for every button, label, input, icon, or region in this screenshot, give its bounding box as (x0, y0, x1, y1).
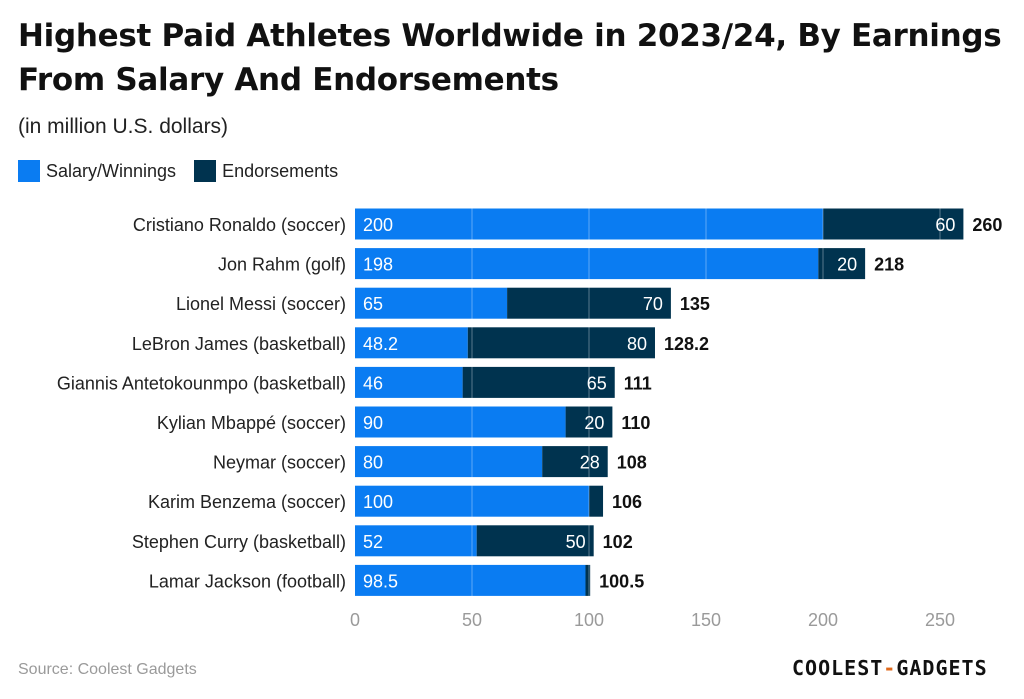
bar-salary (355, 525, 477, 557)
bar-salary (355, 327, 468, 359)
logo-part-1: COOLEST (792, 656, 884, 680)
source-note: Source: Coolest Gadgets (18, 661, 197, 678)
bar-endorsements (818, 248, 866, 280)
data-label-endorsements: 80 (627, 334, 647, 354)
legend-item-endorsements: Endorsements (194, 160, 338, 182)
data-label-salary: 200 (363, 215, 393, 235)
category-label: Karim Benzema (soccer) (148, 492, 346, 512)
bar-salary (355, 366, 463, 398)
brand-logo: COOLEST-GADGETS (792, 656, 988, 680)
data-label-salary: 48.2 (363, 334, 398, 354)
x-tick-label: 250 (925, 610, 955, 630)
x-tick-label: 150 (691, 610, 721, 630)
data-label-salary: 52 (363, 532, 383, 552)
category-label: Stephen Curry (basketball) (132, 532, 346, 552)
data-label-salary: 100 (363, 492, 393, 512)
data-label-endorsements: 60 (935, 215, 955, 235)
bar-endorsements (467, 327, 655, 359)
bar-salary (355, 406, 566, 438)
category-label: Lionel Messi (soccer) (176, 294, 346, 314)
legend-label-salary: Salary/Winnings (46, 160, 177, 181)
category-label: LeBron James (basketball) (132, 334, 346, 354)
bar-endorsements (565, 406, 613, 438)
bar-endorsements (589, 485, 604, 517)
bar-endorsements (585, 564, 591, 596)
category-label: Cristiano Ronaldo (soccer) (133, 215, 346, 235)
total-label: 102 (603, 532, 633, 552)
logo-part-2: GADGETS (896, 656, 988, 680)
total-label: 100.5 (599, 571, 644, 591)
total-label: 128.2 (664, 334, 709, 354)
total-label: 106 (612, 492, 642, 512)
data-label-salary: 65 (363, 294, 383, 314)
chart-title: Highest Paid Athletes Worldwide in 2023/… (18, 18, 1002, 98)
total-label: 135 (680, 294, 710, 314)
data-label-salary: 98.5 (363, 571, 398, 591)
bar-salary (355, 446, 543, 478)
bar-salary (355, 287, 508, 319)
total-label: 218 (874, 255, 904, 275)
chart-subtitle: (in million U.S. dollars) (18, 115, 229, 138)
bar-endorsements (507, 287, 671, 319)
data-label-salary: 80 (363, 453, 383, 473)
category-label: Giannis Antetokounmpo (basketball) (57, 373, 346, 393)
total-label: 108 (617, 453, 647, 473)
bar-salary (355, 485, 589, 517)
legend-swatch-salary (18, 160, 40, 182)
bar-salary (355, 564, 586, 596)
legend-label-endorsements: Endorsements (222, 160, 339, 181)
x-tick-label: 0 (350, 610, 360, 630)
data-label-endorsements: 28 (580, 453, 600, 473)
logo-separator: - (883, 656, 897, 680)
total-label: 260 (972, 215, 1002, 235)
bar-endorsements (476, 525, 594, 557)
data-label-endorsements: 20 (837, 255, 857, 275)
total-label: 110 (621, 413, 650, 433)
data-label-endorsements: 70 (643, 294, 663, 314)
bar-salary (355, 248, 819, 280)
category-label: Jon Rahm (golf) (218, 255, 346, 275)
x-tick-label: 100 (574, 610, 604, 630)
category-label: Neymar (soccer) (213, 453, 346, 473)
data-label-salary: 90 (363, 413, 383, 433)
bar-endorsements (542, 446, 608, 478)
x-tick-label: 200 (808, 610, 838, 630)
bar-endorsements (462, 366, 615, 398)
x-tick-label: 50 (462, 610, 482, 630)
data-label-salary: 198 (363, 255, 393, 275)
total-label: 111 (624, 373, 652, 393)
category-label: Kylian Mbappé (soccer) (157, 413, 346, 433)
category-label: Lamar Jackson (football) (149, 571, 346, 591)
data-label-endorsements: 65 (587, 373, 607, 393)
bar-endorsements (823, 208, 964, 240)
legend-swatch-endorsements (194, 160, 217, 182)
data-label-salary: 46 (363, 373, 383, 393)
data-label-endorsements: 50 (566, 532, 586, 552)
bar-salary (355, 208, 823, 240)
data-label-endorsements: 20 (584, 413, 604, 433)
legend-item-salary: Salary/Winnings (18, 160, 176, 182)
legend: Salary/Winnings Endorsements (18, 160, 356, 182)
